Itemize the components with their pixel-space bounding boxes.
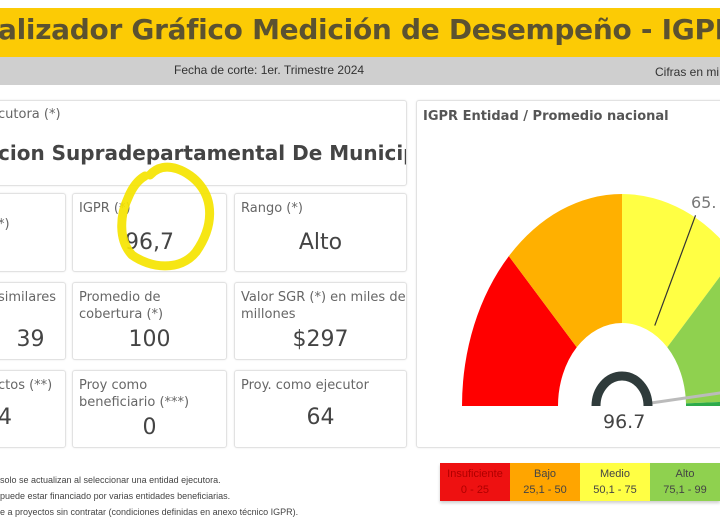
card-label: Promedio de cobertura (*) [79,290,164,322]
card-value: 100 [128,327,171,352]
figures-note: Cifras en mi [655,65,720,79]
card-0: *) [0,193,66,272]
entity-name: cion Supradepartamental De Municipi... [0,141,407,165]
gauge-hub [591,371,653,407]
gauge-band-0 [462,256,577,406]
subheader-bar: Fecha de corte: 1er. Trimestre 2024 Cifr… [0,57,720,85]
card-label: Proy como beneficiario (***) [79,378,190,410]
range-legend: Insuficiente 0 - 25 Bajo 25,1 - 50 Medio 50… [440,463,720,501]
gauge-band-2 [622,194,720,348]
card-value: 64 [306,405,335,430]
national-average-needle [654,215,697,326]
entity-label: cutora (*) [0,107,61,122]
card-label: Valor SGR (*) en miles de millones [241,290,406,322]
card-label: similares [0,290,57,305]
legend-name: Bajo [533,468,557,480]
gauge-value-label: 96.7 [603,411,646,433]
footnote: e a proyectos sin contratar (condiciones… [0,507,299,517]
legend-bajo: Bajo 25,1 - 50 [510,463,580,501]
card-label: Rango (*) [241,201,303,216]
gauge-title: IGPR Entidad / Promedio nacional [423,109,669,124]
legend-range: 0 - 25 [460,484,490,496]
card-similares: similares 39 [0,282,66,360]
cutoff-date: Fecha de corte: 1er. Trimestre 2024 [174,63,365,77]
card-value: 39 [16,327,45,352]
gauge-band-3 [667,276,720,404]
legend-range: 50,1 - 75 [593,484,637,496]
card-label: Proy. como ejecutor [241,378,369,393]
header-bar: alizador Gráfico Medición de Desempeño -… [0,8,720,57]
gauge-chart [462,194,720,407]
card-value: 4 [0,405,65,430]
legend-insuficiente: Insuficiente 0 - 25 [440,463,510,501]
card-cobertura: Promedio de cobertura (*) 100 [72,282,227,360]
legend-range: 75,1 - 99 [663,484,707,496]
card-value: 0 [142,415,157,440]
footnotes: solo se actualizan al seleccionar una en… [0,472,298,520]
card-label: *) [0,217,10,232]
entity-selector[interactable]: cutora (*) cion Supradepartamental De Mu… [0,100,407,186]
card-proyectos: ctos (**) 4 [0,370,66,448]
legend-range: 25,1 - 50 [523,484,567,496]
national-average-label: 65. [691,193,717,212]
card-rango: Rango (*) Alto [234,193,407,272]
page-title: alizador Gráfico Medición de Desempeño -… [0,13,720,46]
footnote: puede estar financiado por varias entida… [0,491,231,501]
card-label: ctos (**) [0,378,53,393]
card-valor-sgr: Valor SGR (*) en miles de millones $297 [234,282,407,360]
card-value: Alto [298,230,343,255]
footnote: solo se actualizan al seleccionar una en… [0,475,221,485]
legend-name: Alto [675,468,695,480]
gauge-card: IGPR Entidad / Promedio nacional 65. 96.… [416,100,720,448]
card-beneficiario: Proy como beneficiario (***) 0 [72,370,227,448]
card-igpr: IGPR (*) 96,7 [72,193,227,272]
legend-name: Medio [600,468,630,480]
gauge-band-1 [508,194,622,348]
legend-medio: Medio 50,1 - 75 [580,463,650,501]
legend-name: Insuficiente [447,468,503,480]
card-label: IGPR (*) [79,201,131,216]
legend-alto: Alto 75,1 - 99 [650,463,720,501]
value-pointer [651,391,720,405]
card-ejecutor: Proy. como ejecutor 64 [234,370,407,448]
gauge-band-4 [685,401,720,406]
card-value: $297 [292,327,349,352]
